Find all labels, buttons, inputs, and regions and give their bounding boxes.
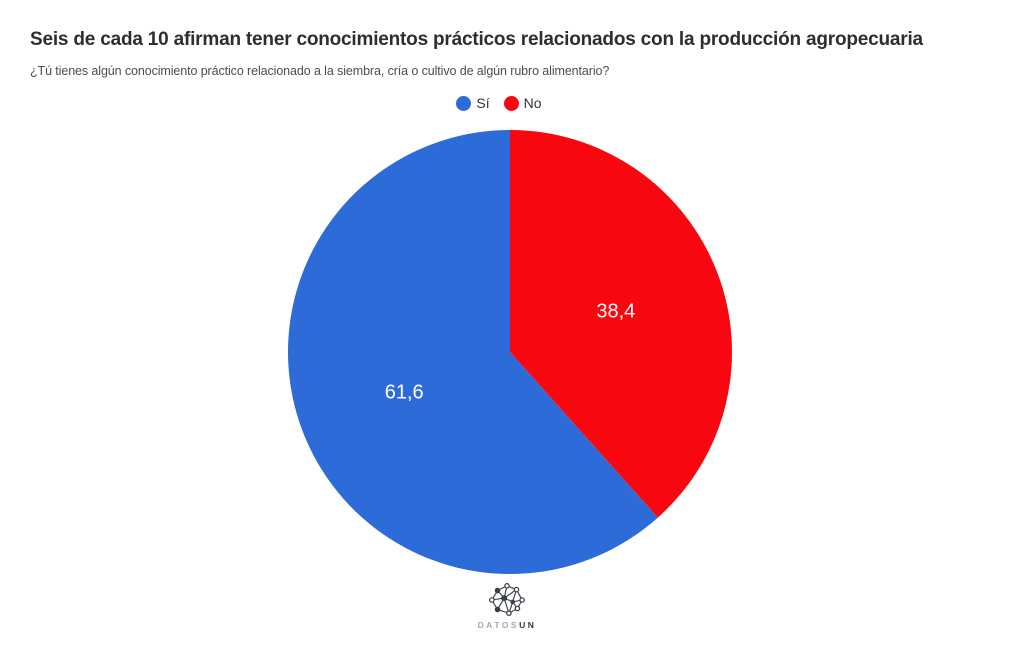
legend-label-no: No (523, 95, 542, 111)
pie-slice-value-label-no: 38,4 (596, 301, 635, 323)
pie-slice-value-label-si: 61,6 (385, 381, 424, 403)
network-graph-icon (489, 582, 525, 617)
brand-suffix: UN (519, 620, 537, 630)
page-title: Seis de cada 10 afirman tener conocimien… (30, 29, 923, 50)
legend-item-no[interactable]: No (503, 95, 542, 111)
legend-swatch-no-icon (503, 95, 519, 111)
legend-label-si: Sí (476, 95, 490, 111)
pie-slice-si[interactable] (287, 130, 658, 574)
brand-prefix: DATOS (477, 620, 520, 630)
chart-subtitle-question: ¿Tú tienes algún conocimiento práctico r… (30, 64, 610, 78)
datosun-logo: DATOSUN (447, 582, 567, 630)
legend: Sí No (0, 95, 1009, 111)
pie-slice-no[interactable] (510, 130, 732, 518)
datosun-wordmark: DATOSUN (478, 620, 537, 630)
legend-swatch-si-icon (456, 95, 472, 111)
legend-item-si[interactable]: Sí (456, 95, 490, 111)
